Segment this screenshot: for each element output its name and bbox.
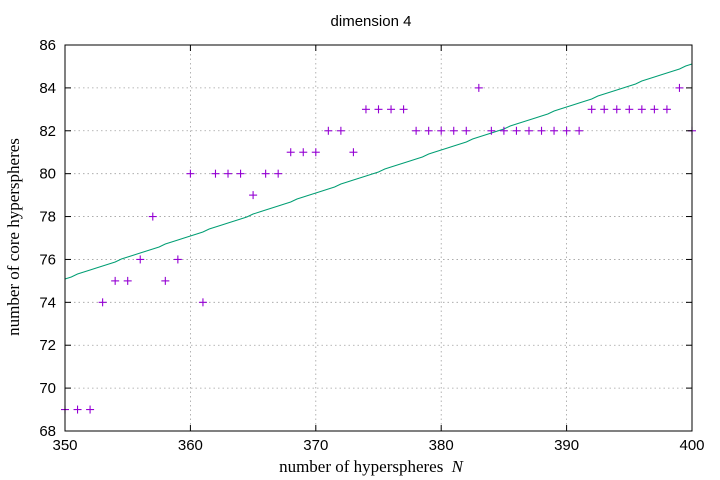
fit-line [64, 63, 693, 280]
x-tick-label: 350 [52, 437, 77, 454]
data-point [86, 405, 95, 414]
data-point [474, 83, 483, 92]
x-tick-label: 370 [303, 437, 328, 454]
data-point [73, 405, 82, 414]
y-tick-label: 74 [39, 294, 56, 311]
data-point [537, 126, 546, 135]
data-point [650, 105, 659, 114]
data-point [487, 126, 496, 135]
data-point [224, 169, 233, 178]
x-axis-label-variable: N [451, 457, 465, 476]
y-tick-label: 68 [39, 423, 56, 440]
y-tick-label: 76 [39, 251, 56, 268]
data-point [274, 169, 283, 178]
data-point [675, 83, 684, 92]
data-point [550, 126, 559, 135]
data-point [361, 105, 370, 114]
data-point [662, 105, 671, 114]
data-point [600, 105, 609, 114]
data-point [98, 298, 107, 307]
data-point [412, 126, 421, 135]
data-point [462, 126, 471, 135]
data-point [374, 105, 383, 114]
data-point [286, 148, 295, 157]
data-point [437, 126, 446, 135]
y-tick-label: 72 [39, 337, 56, 354]
data-point [198, 298, 207, 307]
data-point [123, 276, 132, 285]
data-point [161, 276, 170, 285]
y-tick-label: 86 [39, 37, 56, 54]
x-axis-label: number of hyperspheres N [279, 457, 465, 476]
data-point [637, 105, 646, 114]
y-tick-label: 80 [39, 166, 56, 183]
data-point [424, 126, 433, 135]
data-point [587, 105, 596, 114]
data-point [562, 126, 571, 135]
data-point [211, 169, 220, 178]
y-tick-label: 82 [39, 123, 56, 140]
data-point [512, 126, 521, 135]
data-point [336, 126, 345, 135]
data-point [349, 148, 358, 157]
data-points [61, 83, 696, 414]
data-point [612, 105, 621, 114]
data-point [399, 105, 408, 114]
data-point [299, 148, 308, 157]
grid [65, 45, 692, 431]
x-tick-label: 380 [429, 437, 454, 454]
data-point [625, 105, 634, 114]
y-axis-label: number of core hyperspheres [4, 138, 23, 336]
data-point [499, 126, 508, 135]
x-axis-label-text: number of hyperspheres [279, 457, 443, 476]
chart-title: dimension 4 [331, 13, 412, 30]
data-point [524, 126, 533, 135]
y-tick-label: 84 [39, 80, 56, 97]
data-point [173, 255, 182, 264]
plot-frame [64, 44, 693, 432]
y-tick-label: 78 [39, 209, 56, 226]
data-point [261, 169, 270, 178]
y-tick-label: 70 [39, 380, 56, 397]
axis-ticks: 350 360 370 380 390 400 68 70 72 74 76 78 80 82 84 86 [39, 37, 704, 454]
data-point [575, 126, 584, 135]
x-tick-label: 390 [554, 437, 579, 454]
x-tick-label: 360 [178, 437, 203, 454]
data-point [111, 276, 120, 285]
data-point [236, 169, 245, 178]
data-point [387, 105, 396, 114]
x-tick-label: 400 [679, 437, 704, 454]
data-point [148, 212, 157, 221]
data-point [324, 126, 333, 135]
data-point [136, 255, 145, 264]
data-point [311, 148, 320, 157]
fit-line-layer [64, 63, 693, 280]
data-point [449, 126, 458, 135]
data-point [186, 169, 195, 178]
data-point [249, 191, 258, 200]
